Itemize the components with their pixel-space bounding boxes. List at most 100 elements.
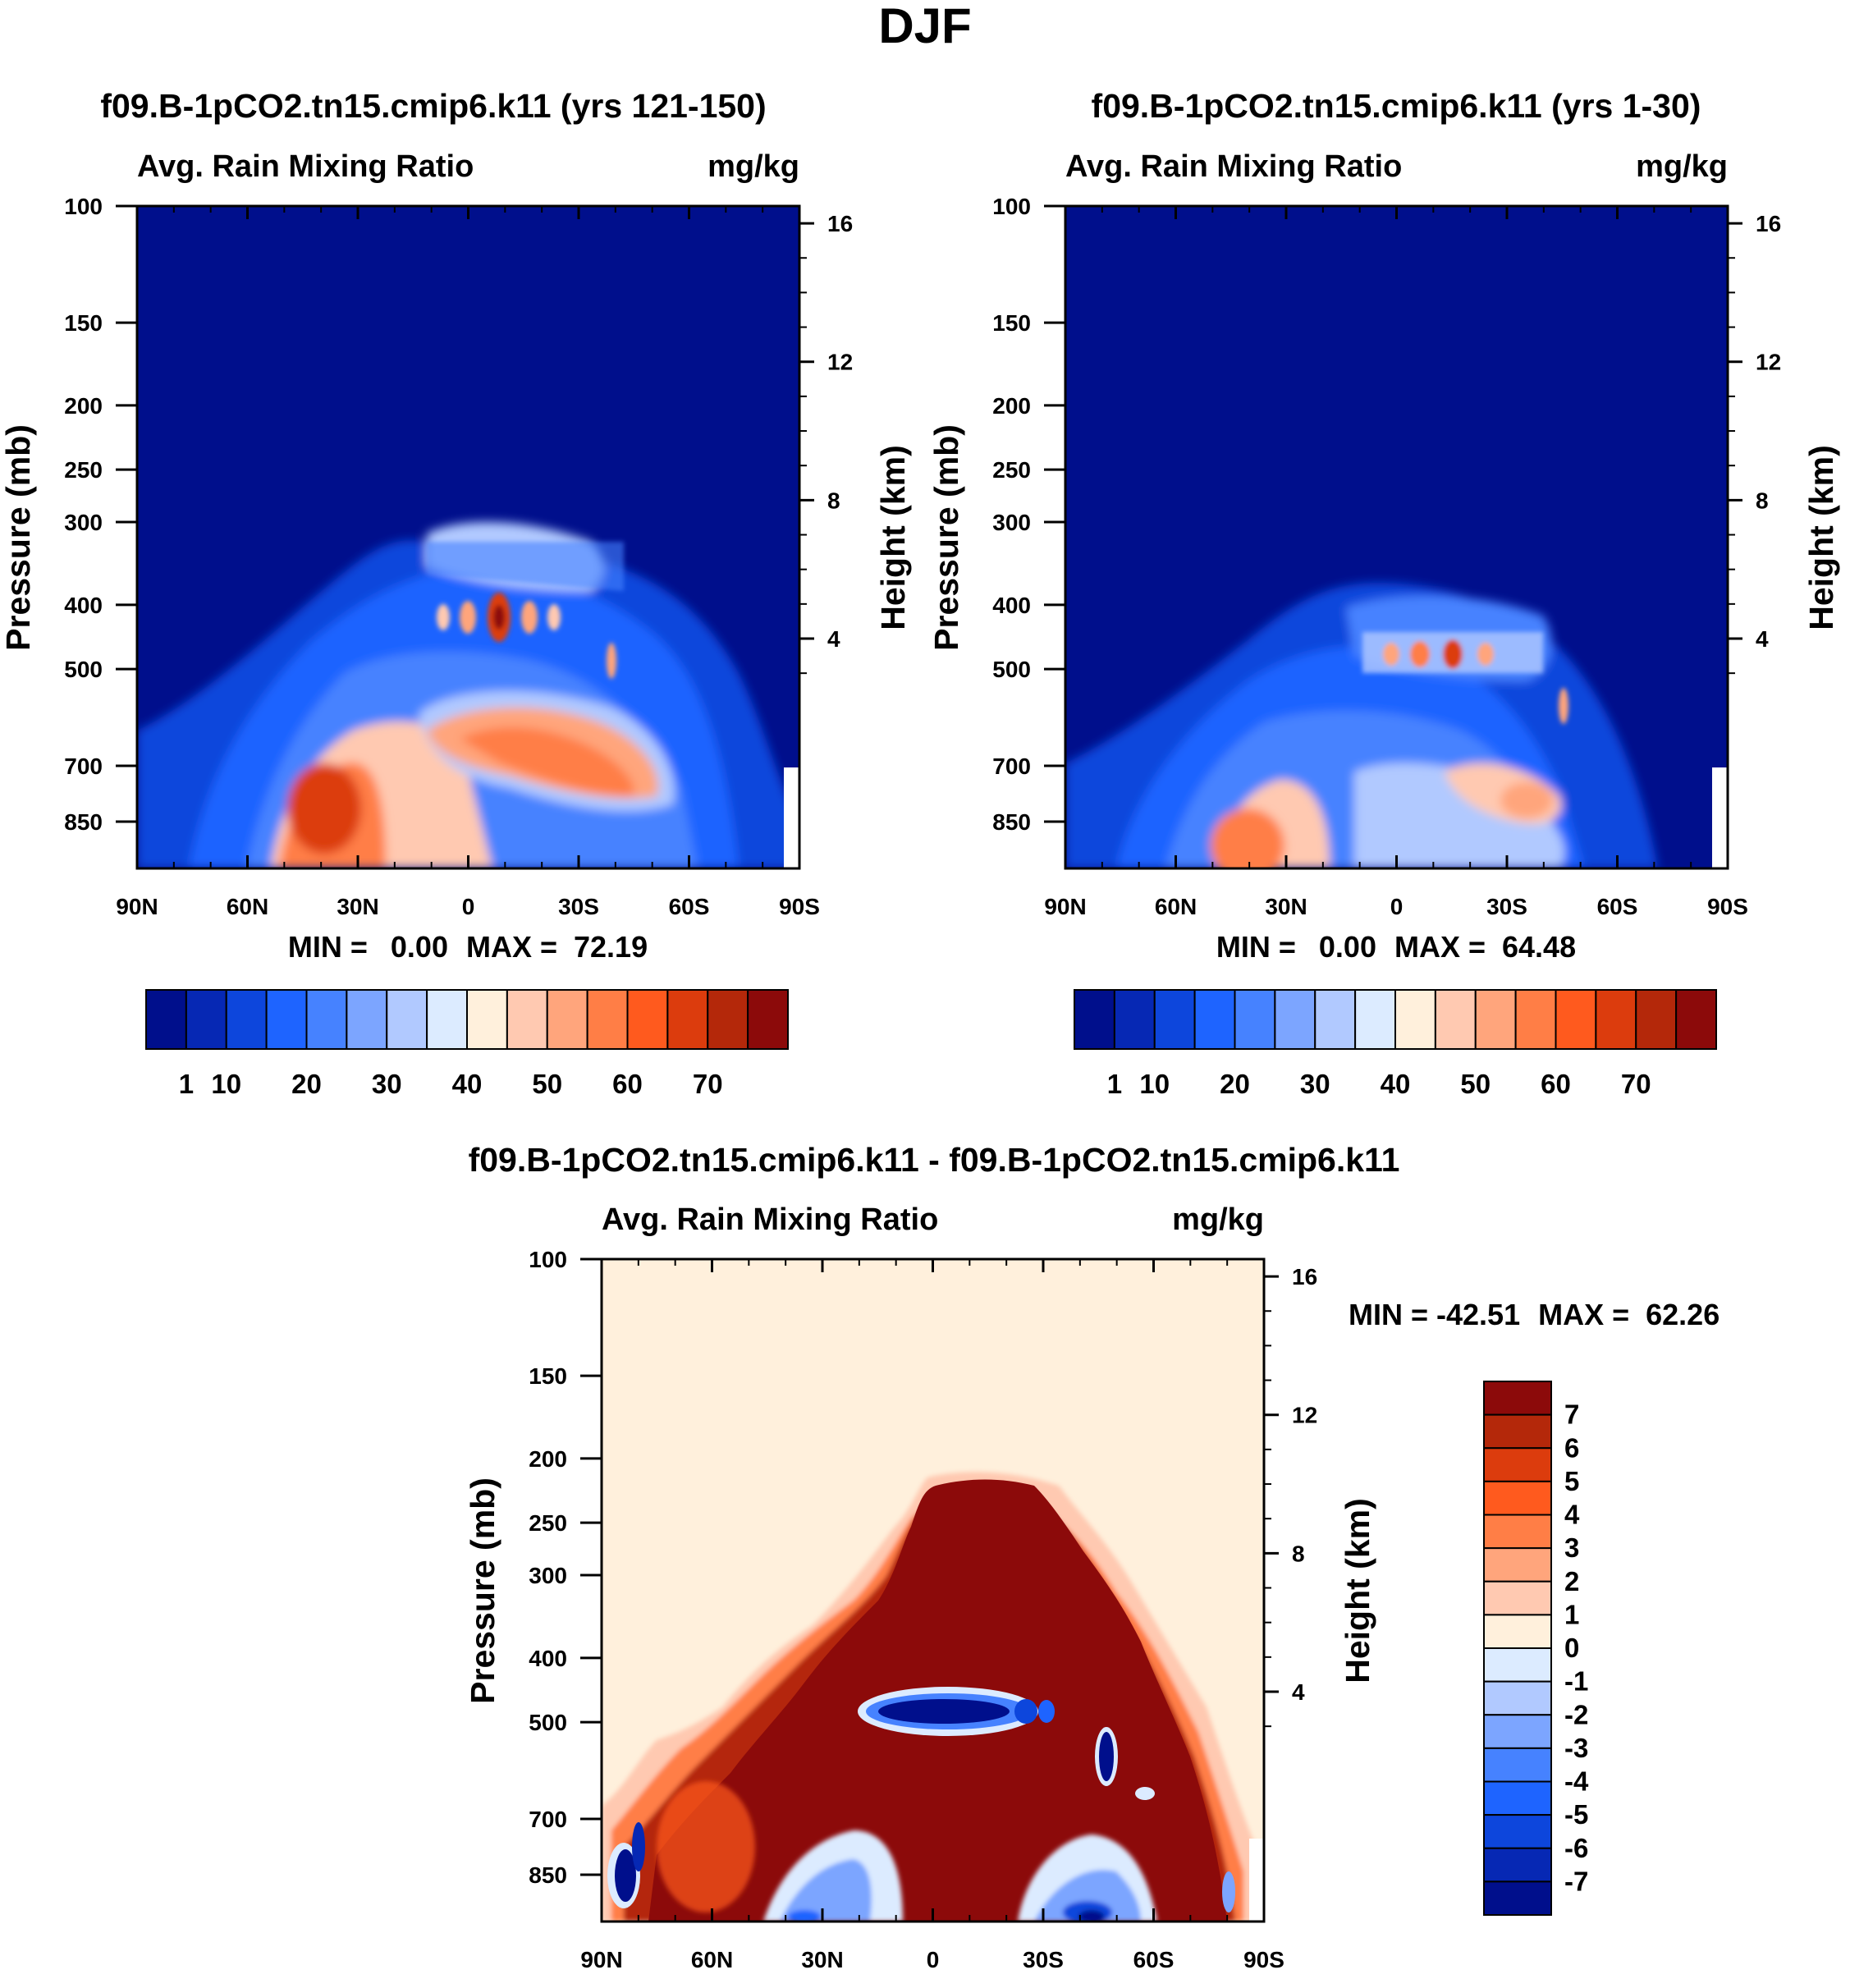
colorbar-box-15 xyxy=(1675,989,1717,1050)
y-tick-label-7: 700 xyxy=(529,1807,567,1832)
colorbar-label-9: -2 xyxy=(1564,1699,1588,1729)
y-tick-label-2: 200 xyxy=(529,1446,567,1472)
y-tick-label-0: 100 xyxy=(64,194,103,219)
y-tick-label-8: 850 xyxy=(992,809,1031,835)
colorbar-box-0 xyxy=(145,989,187,1050)
y-tick-label-3: 250 xyxy=(64,457,103,483)
panel-1-right-axis: 16 12 8 4 xyxy=(799,211,853,675)
colorbar-box-2 xyxy=(1153,989,1196,1050)
x-tick-label-1: 60N xyxy=(227,894,268,919)
panel-1-contour-field xyxy=(137,206,799,868)
panel-3-title: f09.B-1pCO2.tn15.cmip6.k11 - f09.B-1pCO2… xyxy=(469,1141,1400,1179)
x-tick-label-0: 90N xyxy=(116,894,158,919)
y-tick-label-8: 850 xyxy=(529,1862,567,1888)
panel-3: f09.B-1pCO2.tn15.cmip6.k11 - f09.B-1pCO2… xyxy=(464,1141,1719,1972)
colorbar-label-2: 20 xyxy=(1220,1069,1250,1099)
colorbar-label-1: 6 xyxy=(1564,1432,1579,1463)
x-tick-label-4: 30S xyxy=(1486,894,1527,919)
right-tick-label-0: 16 xyxy=(1292,1264,1317,1289)
colorbar-label-12: -5 xyxy=(1564,1799,1588,1830)
x-tick-label-6: 90S xyxy=(1243,1947,1284,1972)
panel-2-ylabel-right: Height (km) xyxy=(1802,445,1840,630)
panel-2-missing-area xyxy=(1712,767,1728,868)
colorbar-label-0: 1 xyxy=(179,1069,194,1099)
y-tick-label-7: 700 xyxy=(992,754,1031,779)
y-tick-label-1: 150 xyxy=(529,1363,567,1389)
colorbar-label-10: -3 xyxy=(1564,1733,1588,1763)
panel-1-ylabel-right: Height (km) xyxy=(874,445,912,630)
colorbar-box-7 xyxy=(1354,989,1396,1050)
colorbar-box-1 xyxy=(1113,989,1156,1050)
colorbar-box-12 xyxy=(626,989,669,1050)
colorbar-label-3: 4 xyxy=(1564,1500,1580,1530)
panel-3-y-axis: 100 150 200 250 300 400 500 700 850 xyxy=(529,1247,602,1888)
colorbar-box-0 xyxy=(1074,989,1115,1050)
right-tick-label-2: 8 xyxy=(1756,488,1769,513)
right-tick-label-3: 4 xyxy=(827,626,840,652)
colorbar-box-9 xyxy=(1483,1680,1552,1716)
colorbar-box-13 xyxy=(1595,989,1637,1050)
colorbar-label-7: 70 xyxy=(1621,1069,1651,1099)
panel-3-right-string: mg/kg xyxy=(1172,1202,1264,1237)
y-tick-label-6: 500 xyxy=(64,657,103,682)
colorbar-box-10 xyxy=(546,989,588,1050)
colorbar-box-7 xyxy=(426,989,468,1050)
colorbar-box-14 xyxy=(707,989,749,1050)
panel-1-left-string: Avg. Rain Mixing Ratio xyxy=(137,149,474,184)
panel-3-negative-band xyxy=(858,1687,1055,1736)
panel-2-left-string: Avg. Rain Mixing Ratio xyxy=(1065,149,1402,184)
y-tick-label-8: 850 xyxy=(64,809,103,835)
x-tick-label-5: 60S xyxy=(1133,1947,1175,1972)
colorbar-box-9 xyxy=(1434,989,1477,1050)
colorbar-box-8 xyxy=(1483,1647,1552,1683)
colorbar-label-4: 40 xyxy=(1381,1069,1411,1099)
x-tick-label-6: 90S xyxy=(1707,894,1748,919)
panel-2: f09.B-1pCO2.tn15.cmip6.k11 (yrs 1-30) Av… xyxy=(927,87,1840,1099)
panel-2-right-string: mg/kg xyxy=(1636,149,1728,184)
x-tick-label-3: 0 xyxy=(462,894,475,919)
panel-2-contour-field xyxy=(1065,206,1728,868)
right-tick-label-1: 12 xyxy=(1292,1403,1317,1428)
panel-3-ylabel-right: Height (km) xyxy=(1339,1498,1376,1683)
colorbar-label-5: 50 xyxy=(1460,1069,1491,1099)
panel-2-title: f09.B-1pCO2.tn15.cmip6.k11 (yrs 1-30) xyxy=(1092,87,1701,125)
y-tick-label-5: 400 xyxy=(529,1646,567,1671)
x-tick-label-6: 90S xyxy=(779,894,820,919)
panel-2-colorbar: 1 10 20 30 40 50 60 70 xyxy=(1074,989,1717,1099)
x-tick-label-3: 0 xyxy=(927,1947,940,1972)
x-tick-label-5: 60S xyxy=(669,894,710,919)
colorbar-box-4 xyxy=(1483,1514,1552,1550)
x-tick-label-1: 60N xyxy=(1155,894,1197,919)
panel-2-right-axis: 16 12 8 4 xyxy=(1728,211,1781,675)
right-tick-label-3: 4 xyxy=(1756,626,1769,652)
y-tick-label-4: 300 xyxy=(992,510,1031,535)
colorbar-label-2: 5 xyxy=(1564,1466,1579,1496)
right-tick-label-2: 8 xyxy=(827,488,840,513)
colorbar-box-13 xyxy=(666,989,709,1050)
colorbar-label-13: -6 xyxy=(1564,1833,1588,1863)
colorbar-box-6 xyxy=(386,989,428,1050)
colorbar-label-1: 10 xyxy=(1139,1069,1170,1099)
x-tick-label-3: 0 xyxy=(1390,894,1404,919)
colorbar-label-6: 60 xyxy=(612,1069,643,1099)
colorbar-label-5: 50 xyxy=(532,1069,562,1099)
x-tick-label-2: 30N xyxy=(337,894,378,919)
colorbar-label-14: -7 xyxy=(1564,1866,1588,1896)
y-tick-label-7: 700 xyxy=(64,754,103,779)
panel-1-ylabel: Pressure (mb) xyxy=(0,424,37,651)
y-tick-label-6: 500 xyxy=(992,657,1031,682)
colorbar-label-2: 20 xyxy=(291,1069,322,1099)
panel-2-y-axis: 100 150 200 250 300 400 500 700 850 xyxy=(992,194,1065,835)
panel-1-colorbar: 1 10 20 30 40 50 60 70 xyxy=(145,989,789,1099)
colorbar-box-8 xyxy=(1394,989,1436,1050)
colorbar-box-8 xyxy=(466,989,508,1050)
right-tick-label-2: 8 xyxy=(1292,1541,1305,1566)
y-tick-label-6: 500 xyxy=(529,1710,567,1735)
panel-1-title: f09.B-1pCO2.tn15.cmip6.k11 (yrs 121-150) xyxy=(100,87,766,125)
colorbar-box-1 xyxy=(185,989,227,1050)
colorbar-box-11 xyxy=(586,989,629,1050)
panel-1-stats: MIN = 0.00 MAX = 72.19 xyxy=(288,930,648,964)
colorbar-label-5: 2 xyxy=(1564,1566,1579,1596)
colorbar-box-0 xyxy=(1483,1381,1552,1416)
